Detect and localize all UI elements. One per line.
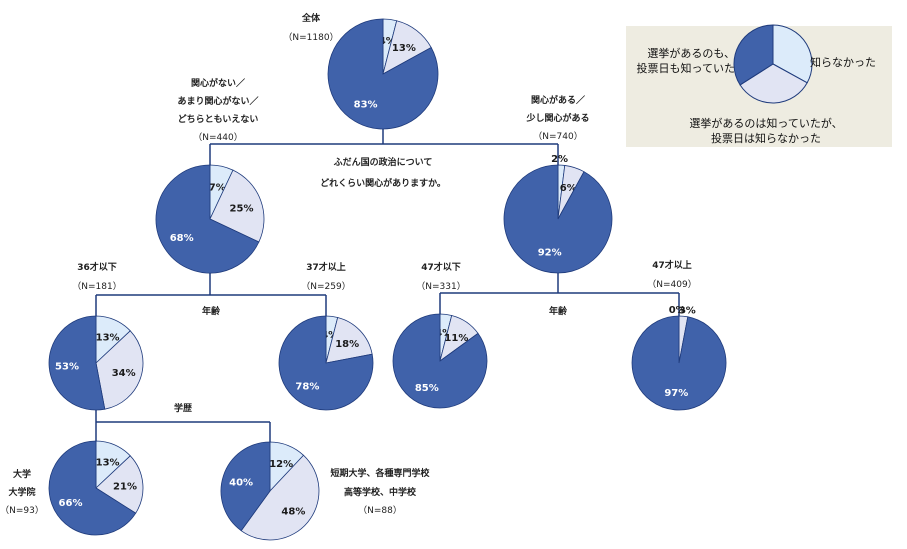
pie-slice-other-school-aware-both [220,441,271,532]
pie-slice-under36-aware-not-date [95,330,144,410]
pie-slice-all-aware-both [327,18,439,130]
node-label-low-interest-line3: どちらともいえない [178,113,259,125]
pie-label-other-school-aware-both: 40% [229,478,253,489]
pie-label-all-aware-not-date: 13% [392,43,416,54]
node-n-high-interest: （N=740） [533,131,582,142]
pie-label-under47-unaware: 4% [435,328,452,339]
node-n-over37: （N=259） [301,281,350,292]
split-label-interest-line2: どれくらい関心がありますか。 [320,177,446,189]
pie-over37: 4%18% 78% [278,315,374,411]
pie-under47: 4%11% 85% [392,313,488,409]
pie-label-other-school-unaware: 12% [269,459,293,470]
node-label-other-school-line1: 短期大学、各種専門学校 [330,467,430,479]
legend-item-aware-both-line1: 選挙があるのも、 [647,46,735,60]
pie-label-under47-aware-both: 85% [415,383,439,394]
tree-connectors [95,129,680,442]
pie-slice-over47-aware-both [631,315,727,411]
node-label-university-line1: 大学 [13,468,31,480]
pie-slice-under36-aware-both [48,315,106,411]
pie-university: 13% 21% 66% [48,440,144,536]
pie-label-over47-unaware: 0% [669,305,686,316]
node-label-other-school-line2: 高等学校、中学校 [344,486,417,498]
pie-label-low-interest-aware-not-date: 25% [230,204,254,215]
node-n-all: （N=1180） [283,32,338,43]
pie-all: 4%13% 83% [327,18,439,130]
node-n-university: （N=93） [0,505,44,516]
split-label-education: 学歴 [174,402,192,414]
node-label-low-interest-line2: あまり関心がない／ [177,95,258,107]
pie-under36: 13% 34% 53% [48,315,144,411]
pie-slice-low-interest-aware-not-date [209,169,265,243]
pie-label-high-interest-aware-not-date: 6% [560,183,577,194]
node-label-over37: 37才以上 [306,261,346,273]
pie-label-university-aware-both: 66% [59,498,83,509]
node-label-under36: 36才以下 [77,261,117,273]
node-label-under47: 47才以下 [421,261,461,273]
pie-label-over47-aware-not-date: 3% [679,306,696,317]
pie-label-low-interest-unaware: 7% [209,182,226,193]
legend-pie [733,24,813,104]
pie-label-high-interest-aware-both: 92% [538,247,562,258]
node-n-low-interest: （N=440） [193,132,242,143]
pie-slice-over37-aware-both [278,315,374,411]
node-label-high-interest-line2: 少し関心がある [525,112,589,124]
node-label-all: 全体 [301,12,321,24]
pie-label-all-unaware: 4% [379,36,396,47]
split-label-age-left: 年齢 [202,305,221,317]
node-label-over47: 47才以上 [652,259,692,271]
legend-item-aware-both-line2: 投票日も知っていた [637,61,735,75]
pie-slice-high-interest-aware-both [503,164,613,274]
node-label-high-interest-line1: 関心がある／ [531,94,585,106]
legend-item-aware-not-date-line1: 選挙があるのは知っていたが、 [689,116,842,130]
split-label-age-right: 年齢 [549,305,568,317]
pie-slice-other-school-aware-not-date [240,454,320,541]
legend-item-aware-not-date-line2: 投票日は知らなかった [711,131,821,145]
pie-slice-university-aware-both [48,440,137,536]
pie-label-under47-aware-not-date: 11% [444,333,468,344]
pie-label-over47-aware-both: 97% [664,388,688,399]
legend-swatch-aware-not-date [739,63,808,104]
pie-label-all-aware-both: 83% [354,99,378,110]
pie-slice-low-interest-aware-both [155,164,260,274]
node-label-university-line2: 大学院 [8,486,35,498]
pie-label-high-interest-unaware: 2% [551,154,568,165]
pie-label-under36-aware-not-date: 34% [112,368,136,379]
legend-swatch-aware-both [733,24,774,86]
pie-slice-under47-aware-both [392,313,488,409]
node-n-over47: （N=409） [647,279,696,290]
pie-label-university-aware-not-date: 21% [113,481,137,492]
pie-high-interest: 2% 6% 92% [503,154,613,274]
node-n-other-school: （N=88） [358,505,402,516]
pie-over47: 0%3% 97% [631,305,727,411]
pie-slice-university-aware-not-date [95,455,144,514]
pie-label-university-unaware: 13% [96,457,120,468]
pie-low-interest: 7% 25% 68% [155,164,265,274]
pie-charts: 4%13%83%7%25%68%2%6%92%13%34%53%4%18%78%… [48,18,727,541]
pie-label-low-interest-aware-both: 68% [170,233,194,244]
node-label-low-interest-line1: 関心がない／ [191,77,245,89]
pie-slice-over37-aware-not-date [325,316,373,364]
pie-label-under36-aware-both: 53% [55,362,79,373]
pie-label-over37-aware-not-date: 18% [335,339,359,350]
pie-label-over37-unaware: 4% [321,330,338,341]
node-n-under36: （N=181） [72,281,121,292]
pie-label-other-school-aware-not-date: 48% [281,506,305,517]
legend: 知らなかった 選挙があるのは知っていたが、 投票日は知らなかった 選挙があるのも… [626,24,892,147]
legend-swatch-unaware [772,24,813,84]
pie-label-over37-aware-both: 78% [295,382,319,393]
legend-item-unaware: 知らなかった [810,55,876,69]
pie-label-under36-unaware: 13% [96,332,120,343]
split-label-interest-line1: ふだん国の政治について [334,156,433,168]
pie-other-school: 12% 48% 40% [220,441,320,541]
node-n-under47: （N=331） [416,281,465,292]
